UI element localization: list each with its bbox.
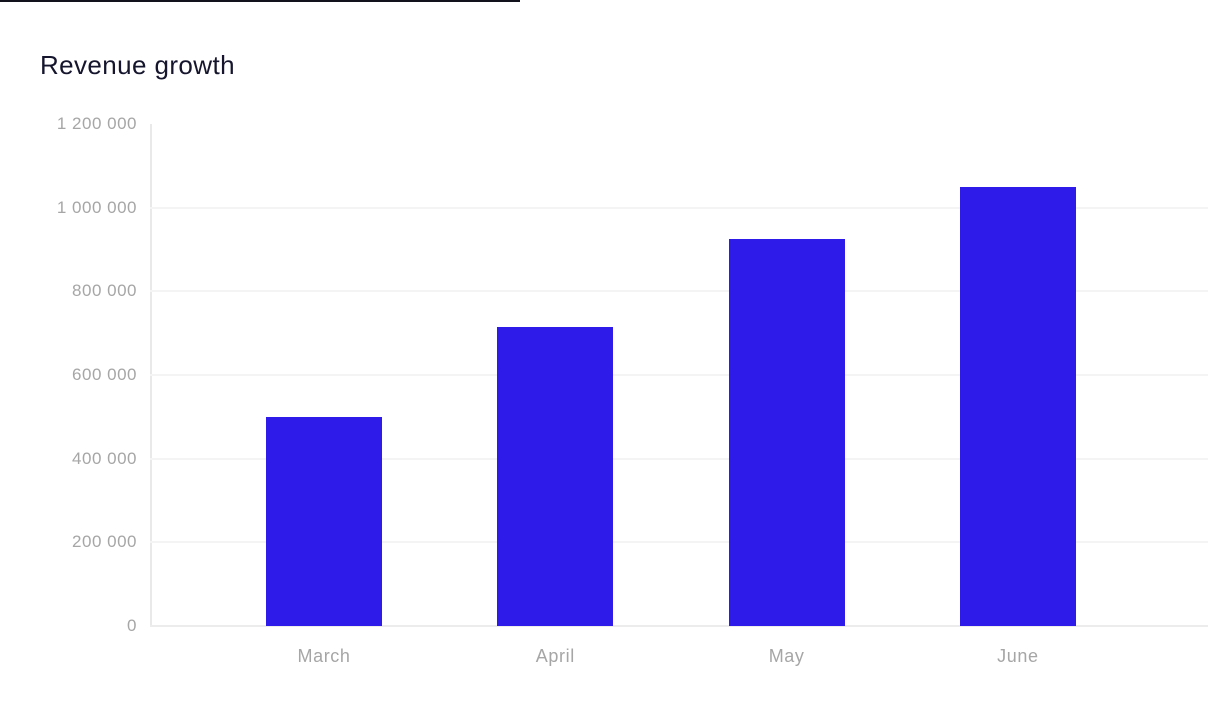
top-edge-line xyxy=(0,0,520,2)
gridline xyxy=(150,541,1208,544)
plot-area xyxy=(150,124,1208,627)
y-axis-tick-label: 0 xyxy=(127,616,137,635)
gridline xyxy=(150,206,1208,209)
x-axis-label-june: June xyxy=(997,646,1039,666)
y-axis-tick-label: 800 000 xyxy=(72,281,137,301)
y-axis-tick-label: 1 000 000 xyxy=(56,197,137,217)
x-axis-label-march: March xyxy=(297,646,351,666)
bar-may[interactable] xyxy=(728,239,845,626)
x-axis-baseline xyxy=(150,625,1208,627)
bar-march[interactable] xyxy=(266,416,382,626)
x-axis-label-may: May xyxy=(768,646,805,666)
y-axis-tick-label: 600 000 xyxy=(72,365,137,384)
gridline xyxy=(150,374,1208,376)
y-axis-tick-label: 400 000 xyxy=(72,448,137,468)
gridline xyxy=(150,290,1208,293)
y-axis-tick-label: 1 200 000 xyxy=(56,114,137,133)
chart-title: Revenue growth xyxy=(40,50,235,80)
bar-april[interactable] xyxy=(497,326,614,626)
gridline xyxy=(150,457,1208,460)
x-axis-label-april: April xyxy=(535,646,575,666)
y-axis-tick-label: 200 000 xyxy=(72,532,137,552)
bar-june[interactable] xyxy=(959,186,1076,626)
